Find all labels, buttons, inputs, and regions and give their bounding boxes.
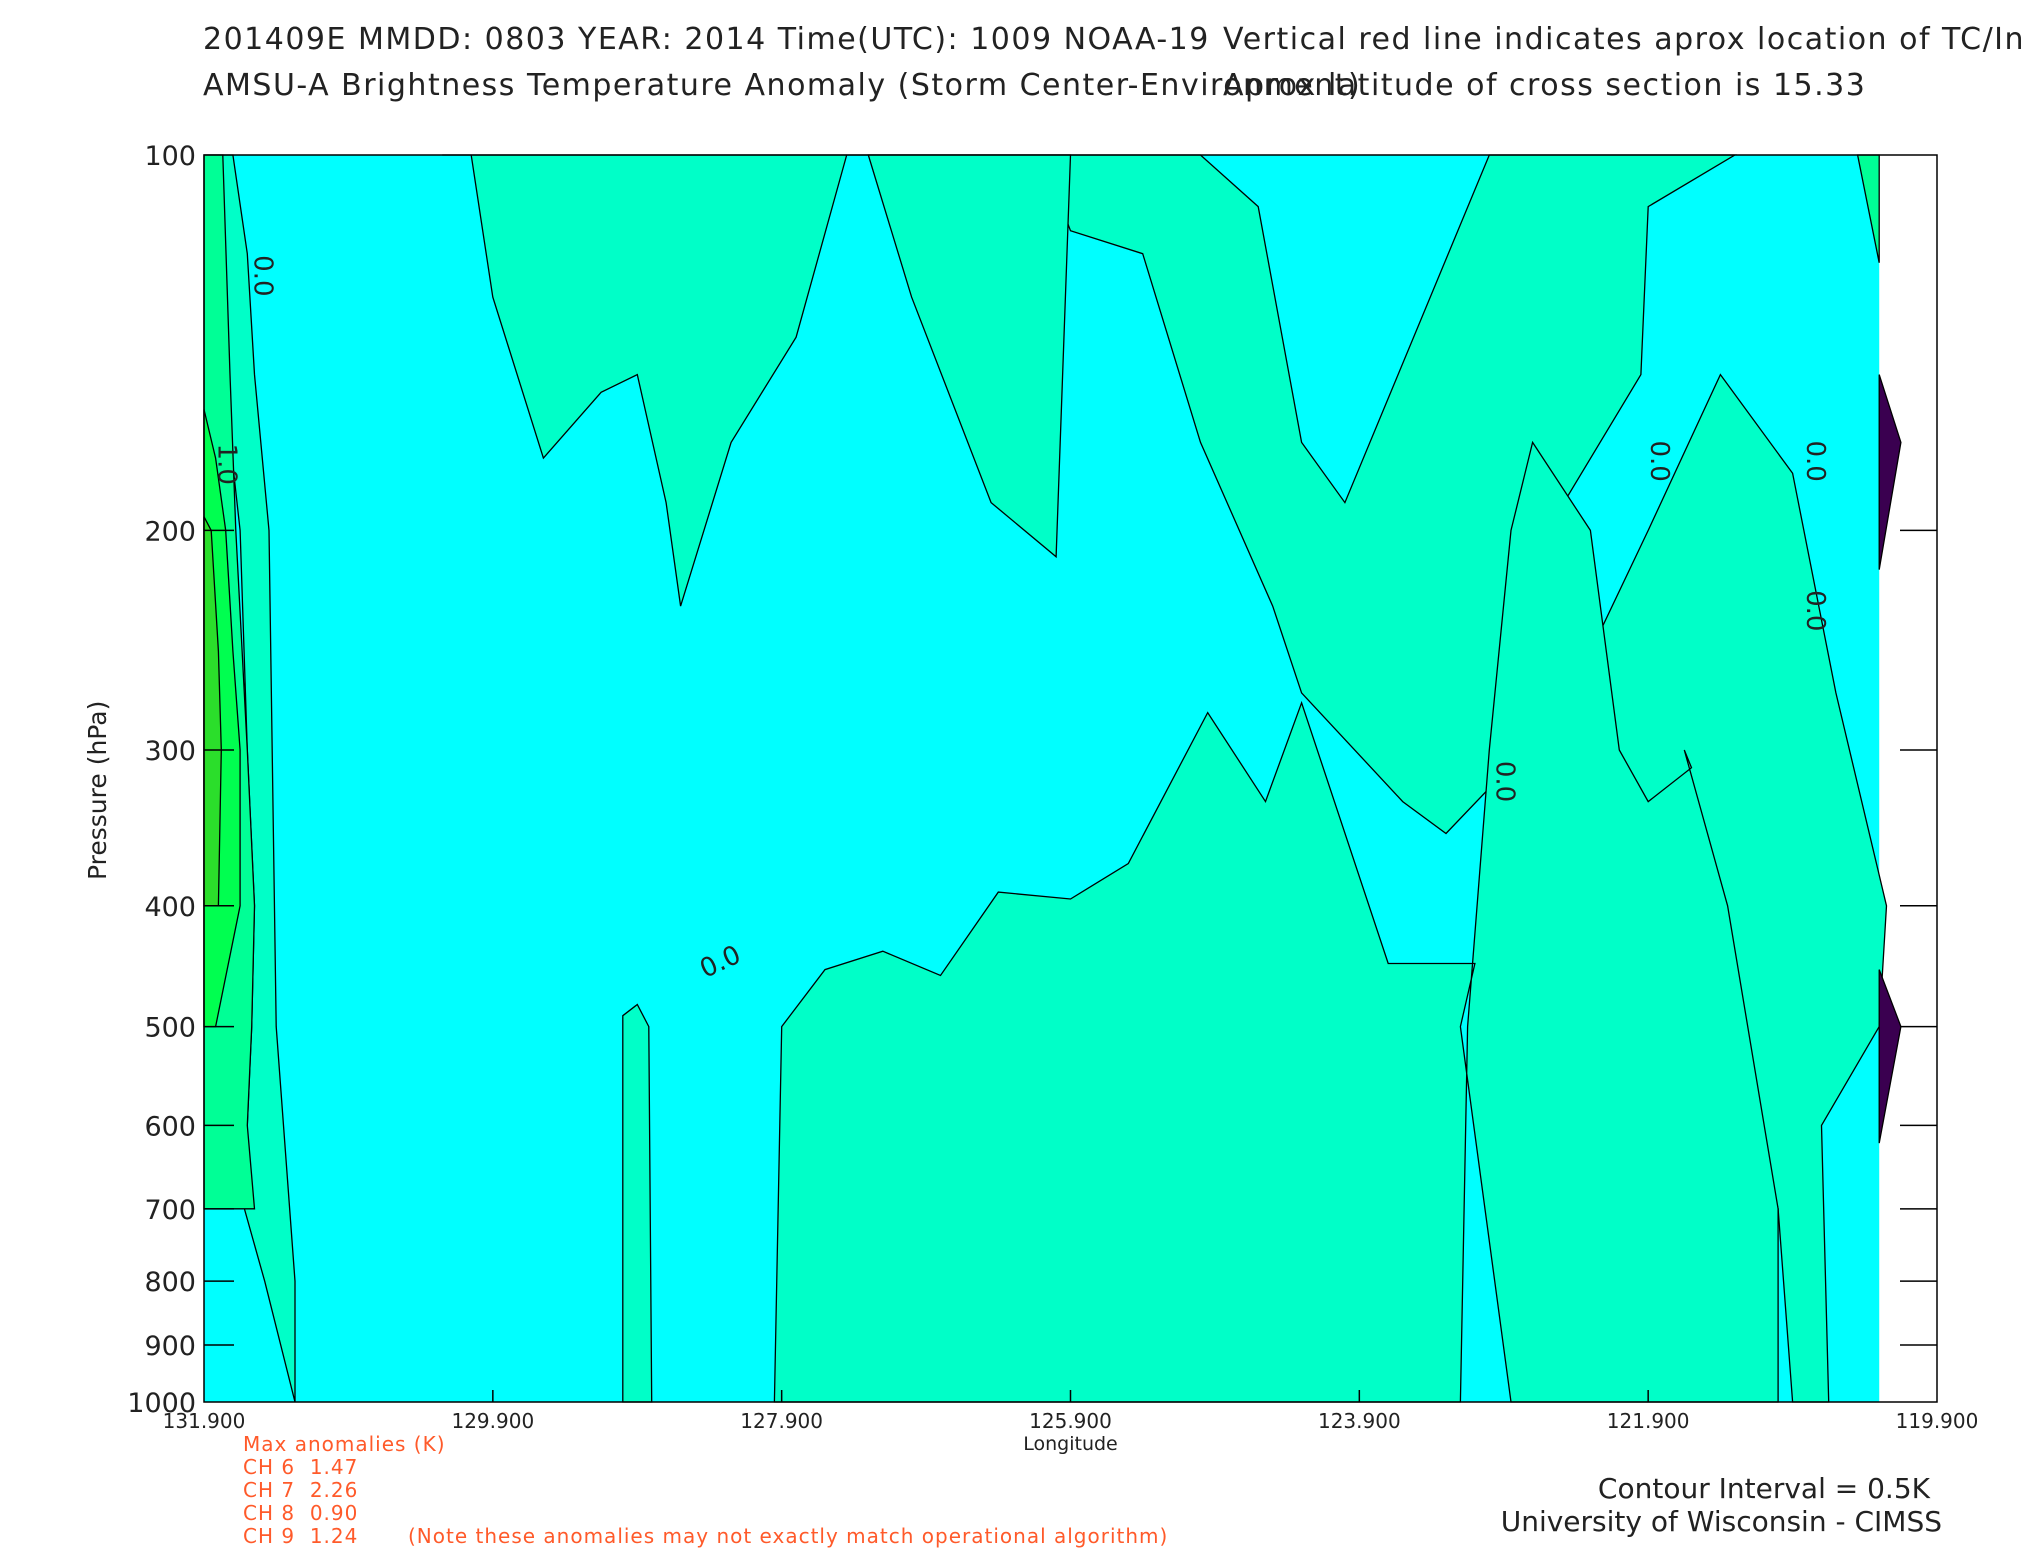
- institution-credit: University of Wisconsin - CIMSS: [1500, 1505, 1942, 1538]
- anomaly-ch6-label: CH 6: [243, 1455, 296, 1479]
- contour-label-5: 0.0: [1800, 440, 1830, 481]
- y-tick-label-4: 500: [144, 1013, 196, 1044]
- anomaly-ch6-value: 1.47: [309, 1455, 359, 1479]
- anomaly-ch8-label: CH 8: [243, 1501, 296, 1525]
- anomaly-row-ch6: CH 6 1.47: [243, 1455, 358, 1479]
- contour-label-4: 0.0: [1644, 440, 1674, 481]
- contour-region-9: [1878, 374, 1902, 570]
- contour-label-3: 0.0: [1490, 761, 1520, 802]
- x-tick-label-4: 123.900: [1318, 1409, 1401, 1433]
- y-tick-label-2: 300: [144, 736, 196, 767]
- y-tick-label-1: 200: [144, 516, 196, 547]
- anomalies-title: Max anomalies (K): [243, 1432, 446, 1456]
- y-tick-label-8: 900: [144, 1331, 196, 1362]
- contour-region-0: [204, 154, 296, 1403]
- y-tick-label-9: 1000: [127, 1388, 196, 1419]
- contour-interval: Contour Interval = 0.5K: [1597, 1472, 1930, 1505]
- anomaly-ch7-label: CH 7: [243, 1478, 296, 1502]
- x-tick-label-6: 119.900: [1896, 1409, 1979, 1433]
- anomaly-ch9-label: CH 9: [243, 1524, 296, 1548]
- anomaly-row-ch8: CH 8 0.90: [243, 1501, 358, 1525]
- header-subtitle-left: AMSU-A Brightness Temperature Anomaly (S…: [203, 68, 1362, 103]
- y-tick-label-3: 400: [144, 892, 196, 923]
- y-tick-label-5: 600: [144, 1111, 196, 1142]
- x-tick-label-0: 131.900: [163, 1409, 246, 1433]
- contour-label-0: 0.0: [248, 255, 278, 296]
- contour-label-6: 0.0: [1800, 590, 1830, 631]
- x-tick-label-3: 125.900: [1029, 1409, 1112, 1433]
- y-axis-label: Pressure (hPa): [83, 700, 112, 880]
- header-title-left: 201409E MMDD: 0803 YEAR: 2014 Time(UTC):…: [203, 22, 1210, 57]
- y-tick-label-0: 100: [144, 141, 196, 172]
- contour-region-10: [1878, 969, 1902, 1144]
- contour-region-4: [622, 1003, 653, 1403]
- anomaly-row-ch7: CH 7 2.26: [243, 1478, 358, 1502]
- x-tick-label-5: 121.900: [1607, 1409, 1690, 1433]
- anomaly-ch9-value: 1.24: [309, 1524, 359, 1548]
- x-axis-label: Longitude: [1023, 1433, 1118, 1455]
- header-title-right: Vertical red line indicates aprox locati…: [1223, 22, 2025, 57]
- header-subtitle-right: Aprox latitude of cross section is 15.33: [1223, 68, 1867, 103]
- y-tick-label-7: 800: [144, 1267, 196, 1298]
- anomaly-row-ch9: CH 9 1.24: [243, 1524, 358, 1548]
- contour-label-1: 1.0: [211, 444, 241, 485]
- anomaly-ch8-value: 0.90: [309, 1501, 359, 1525]
- anomaly-ch7-value: 2.26: [309, 1478, 359, 1502]
- y-tick-label-6: 700: [144, 1195, 196, 1226]
- anomalies-note: (Note these anomalies may not exactly ma…: [408, 1524, 1169, 1548]
- x-tick-label-2: 127.900: [740, 1409, 823, 1433]
- x-tick-label-1: 129.900: [451, 1409, 534, 1433]
